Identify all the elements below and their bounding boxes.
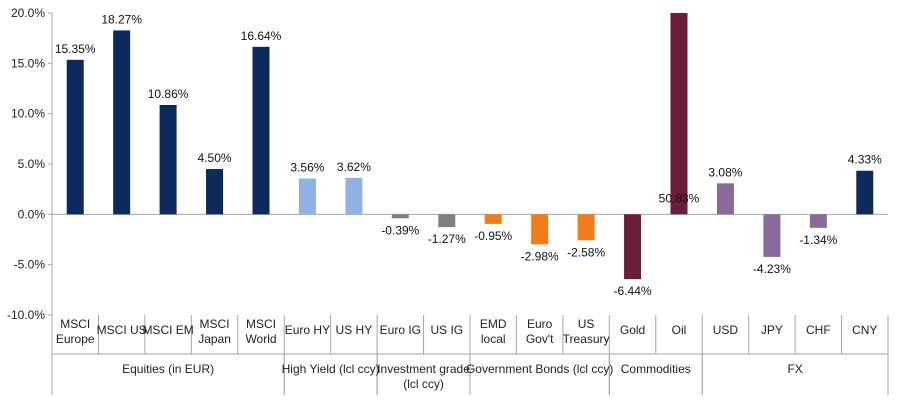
category-label: Euro [527,317,553,331]
bar-value-label: 16.64% [241,29,282,43]
bar [577,214,595,241]
category-label: Oil [672,323,687,337]
bar-value-label: -2.58% [567,245,605,259]
category-label: MSCI [246,317,276,331]
bar-value-label: 18.27% [101,12,142,26]
category-label: MSCI [200,317,230,331]
category-label: CNY [852,323,877,337]
bar [345,177,363,215]
bar [531,214,549,245]
category-label: Japan [198,332,231,346]
y-tick-label: 0.0% [18,207,46,221]
y-tick-label: 15.0% [11,56,45,70]
group-label: FX [787,362,802,376]
bar-value-label: 15.35% [55,42,96,56]
category-label: Europe [56,332,95,346]
bar-value-label: 4.33% [848,153,882,167]
category-label: EMD [480,317,507,331]
y-tick-label: -10.0% [7,308,45,322]
group-label: Commodities [621,362,691,376]
data-labels: 15.35% 18.27% 10.86% 4.50% 16.64% 3.56% 3.62% -… [55,12,882,298]
bar [206,169,224,215]
y-tick-label: 5.0% [18,157,46,171]
bar [716,183,734,215]
category-label: CHF [806,323,831,337]
category-label: Treasury [563,332,610,346]
group-label: Government Bonds (lcl ccy) [466,362,613,376]
bar-value-label: 4.50% [198,151,232,165]
category-label: local [481,332,506,346]
category-label: US HY [336,323,373,337]
bar [763,214,781,257]
bar-value-label: -1.34% [799,233,837,247]
bar-value-label: -1.27% [428,232,466,246]
bars [66,13,874,280]
bar-value-label: 50.83% [659,191,700,205]
y-axis: 20.0% 15.0% 10.0% 5.0% 0.0% -5.0% -10.0% [7,6,888,322]
group-label: High Yield (lcl ccy) [282,362,380,376]
bar-value-label: -0.39% [381,223,419,237]
category-label: JPY [761,323,783,337]
bar [159,105,177,215]
category-label: Euro HY [285,323,330,337]
category-label: Euro IG [380,323,421,337]
bar-value-label: -4.23% [753,262,791,276]
bar [391,214,409,219]
bar [856,170,874,215]
category-label: World [245,332,276,346]
bar [113,30,131,215]
bar-value-label: 10.86% [148,87,189,101]
bar-value-label: -6.44% [614,284,652,298]
bar [809,214,827,228]
category-label: Gov't [526,332,554,346]
bar-value-label: -2.98% [521,249,559,263]
bar-value-label: 3.56% [290,160,324,174]
category-label: MSCI US [97,323,147,337]
y-tick-label: -5.0% [14,258,46,272]
group-label: (lcl ccy) [403,377,444,391]
bar [670,13,688,215]
category-label: Gold [620,323,645,337]
group-label: Equities (in EUR) [122,362,214,376]
category-label: US [578,317,595,331]
bar [438,214,456,228]
bar-value-label: 3.08% [708,165,742,179]
bar [298,178,316,215]
bar-value-label: 3.62% [337,160,371,174]
y-tick-label: 10.0% [11,107,45,121]
group-label: Investment grade [377,362,470,376]
category-label: MSCI EM [142,323,193,337]
y-tick-label: 20.0% [11,6,45,20]
bar [624,214,642,280]
bar [66,59,84,215]
bar [484,214,502,224]
bar-value-label: -0.95% [474,229,512,243]
category-label: MSCI [60,317,90,331]
category-label: US IG [430,323,463,337]
bar [252,46,270,215]
category-label: USD [713,323,739,337]
